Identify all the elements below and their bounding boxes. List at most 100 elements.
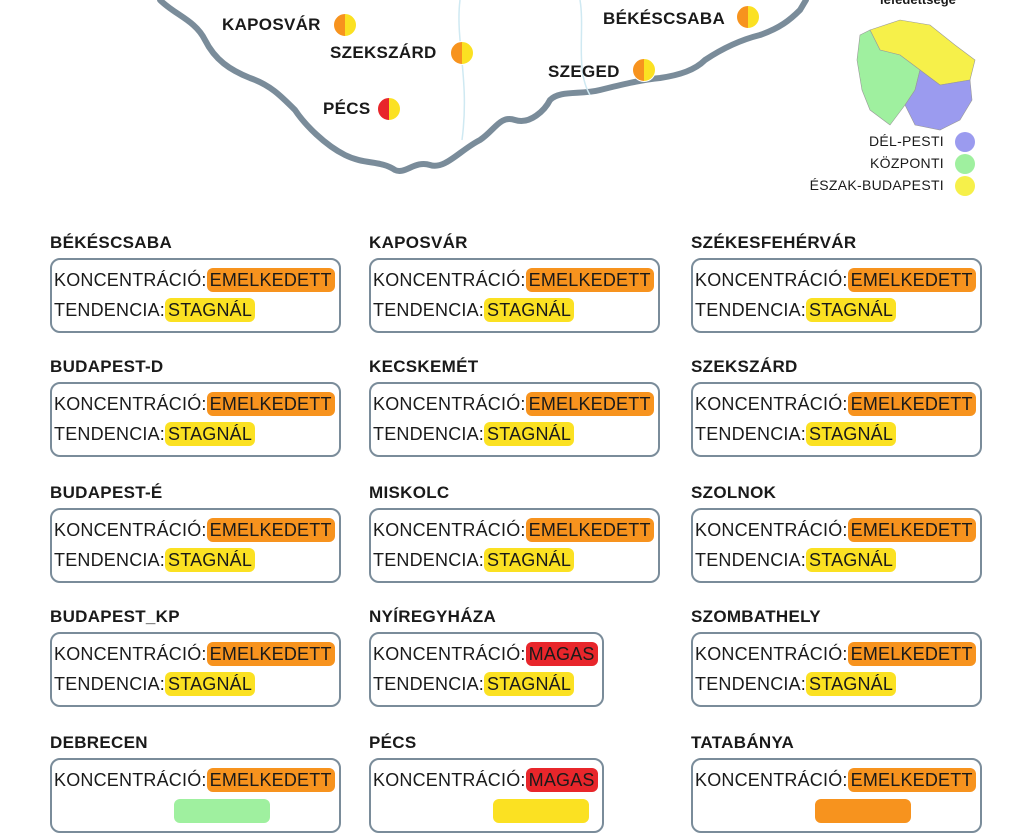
legend-title: lefedettsége bbox=[880, 0, 956, 7]
card-title: TATABÁNYA bbox=[691, 733, 795, 752]
card-row: KONCENTRÁCIÓ: EMELKEDETT bbox=[373, 265, 654, 295]
legend-dot bbox=[955, 132, 975, 152]
card-row: KONCENTRÁCIÓ: MAGAS bbox=[373, 639, 598, 669]
status-badge: STAGNÁL bbox=[165, 422, 256, 446]
card-row: KONCENTRÁCIÓ: EMELKEDETT bbox=[695, 639, 976, 669]
status-badge: STAGNÁL bbox=[806, 672, 897, 696]
card-row: TENDENCIA: STAGNÁL bbox=[54, 419, 335, 449]
status-badge: STAGNÁL bbox=[165, 672, 256, 696]
row-label: TENDENCIA: bbox=[695, 674, 807, 694]
city-label: SZEKSZÁRD bbox=[330, 43, 437, 62]
card-title: SZOMBATHELY bbox=[691, 607, 821, 626]
card: KONCENTRÁCIÓ: MAGAS bbox=[369, 758, 604, 833]
row-label: KONCENTRÁCIÓ: bbox=[695, 644, 848, 664]
row-label: KONCENTRÁCIÓ: bbox=[373, 270, 526, 290]
card-title: BUDAPEST-É bbox=[50, 483, 163, 502]
card-title: BÉKÉSCSABA bbox=[50, 233, 173, 252]
card-row: TENDENCIA: STAGNÁL bbox=[373, 295, 654, 325]
row-label: TENDENCIA: bbox=[54, 674, 166, 694]
card: KONCENTRÁCIÓ: EMELKEDETT TENDENCIA: STAGNÁL bbox=[691, 258, 982, 333]
card-title: BUDAPEST_KP bbox=[50, 607, 180, 626]
status-badge: STAGNÁL bbox=[165, 298, 256, 322]
card-title: SZEKSZÁRD bbox=[691, 357, 798, 376]
status-badge: EMELKEDETT bbox=[847, 768, 976, 792]
status-badge: EMELKEDETT bbox=[206, 642, 335, 666]
legend-dot bbox=[955, 176, 975, 196]
row-label: TENDENCIA: bbox=[695, 424, 807, 444]
status-badge: EMELKEDETT bbox=[847, 518, 976, 542]
status-badge bbox=[493, 799, 589, 824]
status-badge: STAGNÁL bbox=[484, 672, 575, 696]
row-label: TENDENCIA: bbox=[373, 674, 485, 694]
card-row: KONCENTRÁCIÓ: EMELKEDETT bbox=[695, 765, 976, 795]
status-badge: STAGNÁL bbox=[806, 298, 897, 322]
row-label: TENDENCIA: bbox=[695, 300, 807, 320]
card-row: KONCENTRÁCIÓ: EMELKEDETT bbox=[54, 389, 335, 419]
row-label: TENDENCIA: bbox=[373, 424, 485, 444]
row-label: KONCENTRÁCIÓ: bbox=[373, 394, 526, 414]
legend-label: DÉL-PESTI bbox=[868, 133, 944, 149]
card: KONCENTRÁCIÓ: EMELKEDETT TENDENCIA: STAGNÁL bbox=[369, 508, 660, 583]
row-label: KONCENTRÁCIÓ: bbox=[695, 270, 848, 290]
city-icon bbox=[333, 13, 357, 37]
status-badge: STAGNÁL bbox=[484, 548, 575, 572]
status-badge: STAGNÁL bbox=[484, 298, 575, 322]
card-title: BUDAPEST-D bbox=[50, 357, 164, 376]
city-label: KAPOSVÁR bbox=[222, 15, 321, 34]
status-badge: STAGNÁL bbox=[806, 422, 897, 446]
row-label: TENDENCIA: bbox=[54, 550, 166, 570]
row-label: KONCENTRÁCIÓ: bbox=[695, 520, 848, 540]
card-row: TENDENCIA: STAGNÁL bbox=[695, 295, 976, 325]
status-badge: EMELKEDETT bbox=[525, 268, 654, 292]
card-title: MISKOLC bbox=[369, 483, 450, 502]
card: KONCENTRÁCIÓ: EMELKEDETT TENDENCIA: STAGNÁL bbox=[50, 632, 341, 707]
card: KONCENTRÁCIÓ: EMELKEDETT TENDENCIA: STAGNÁL bbox=[691, 382, 982, 457]
card-row: TENDENCIA: STAGNÁL bbox=[695, 669, 976, 699]
card: KONCENTRÁCIÓ: EMELKEDETT TENDENCIA: STAGNÁL bbox=[369, 258, 660, 333]
card: KONCENTRÁCIÓ: EMELKEDETT TENDENCIA: STAGNÁL bbox=[369, 382, 660, 457]
status-badge: EMELKEDETT bbox=[847, 642, 976, 666]
city-icon bbox=[377, 97, 401, 121]
row-label: KONCENTRÁCIÓ: bbox=[54, 270, 207, 290]
card: KONCENTRÁCIÓ: EMELKEDETT TENDENCIA: STAGNÁL bbox=[691, 508, 982, 583]
row-label: KONCENTRÁCIÓ: bbox=[54, 520, 207, 540]
card-row: KONCENTRÁCIÓ: EMELKEDETT bbox=[695, 389, 976, 419]
card-row: TENDENCIA: STAGNÁL bbox=[54, 295, 335, 325]
status-badge: EMELKEDETT bbox=[206, 392, 335, 416]
page: {"map":{"cities":[ {"label":"KAPOSVÁR","… bbox=[50, 0, 982, 833]
legend-label: KÖZPONTI bbox=[870, 155, 944, 171]
card-row: KONCENTRÁCIÓ: EMELKEDETT bbox=[54, 265, 335, 295]
row-label: KONCENTRÁCIÓ: bbox=[54, 644, 207, 664]
status-badge: STAGNÁL bbox=[165, 548, 256, 572]
row-label: TENDENCIA: bbox=[54, 300, 166, 320]
card-title: SZÉKESFEHÉRVÁR bbox=[691, 233, 857, 252]
status-badge: EMELKEDETT bbox=[206, 768, 335, 792]
card: KONCENTRÁCIÓ: EMELKEDETT TENDENCIA: STAGNÁL bbox=[50, 258, 341, 333]
card: KONCENTRÁCIÓ: EMELKEDETT TENDENCIA: STAGNÁL bbox=[691, 632, 982, 707]
row-label: TENDENCIA: bbox=[373, 550, 485, 570]
status-badge: MAGAS bbox=[525, 768, 598, 792]
map bbox=[157, 0, 976, 175]
city-icon bbox=[632, 58, 656, 82]
card-row: KONCENTRÁCIÓ: EMELKEDETT bbox=[373, 389, 654, 419]
card-row: TENDENCIA: STAGNÁL bbox=[695, 545, 976, 575]
status-badge bbox=[174, 799, 270, 824]
card-row: TENDENCIA: STAGNÁL bbox=[373, 669, 598, 699]
city-icon bbox=[450, 41, 474, 65]
border bbox=[157, 0, 809, 175]
card-row: TENDENCIA: STAGNÁL bbox=[54, 545, 335, 575]
city-label: SZEGED bbox=[548, 62, 620, 81]
row-label: TENDENCIA: bbox=[695, 550, 807, 570]
row-label: KONCENTRÁCIÓ: bbox=[373, 520, 526, 540]
status-badge: EMELKEDETT bbox=[206, 518, 335, 542]
card-title: KAPOSVÁR bbox=[369, 233, 468, 252]
budapest-map bbox=[856, 19, 976, 131]
status-badge: EMELKEDETT bbox=[525, 518, 654, 542]
card-row: KONCENTRÁCIÓ: EMELKEDETT bbox=[695, 265, 976, 295]
card-title: DEBRECEN bbox=[50, 733, 148, 752]
status-badge: EMELKEDETT bbox=[525, 392, 654, 416]
row-label: KONCENTRÁCIÓ: bbox=[373, 770, 526, 790]
row-label: KONCENTRÁCIÓ: bbox=[54, 770, 207, 790]
card-title: KECSKEMÉT bbox=[369, 357, 479, 376]
status-badge: STAGNÁL bbox=[484, 422, 575, 446]
